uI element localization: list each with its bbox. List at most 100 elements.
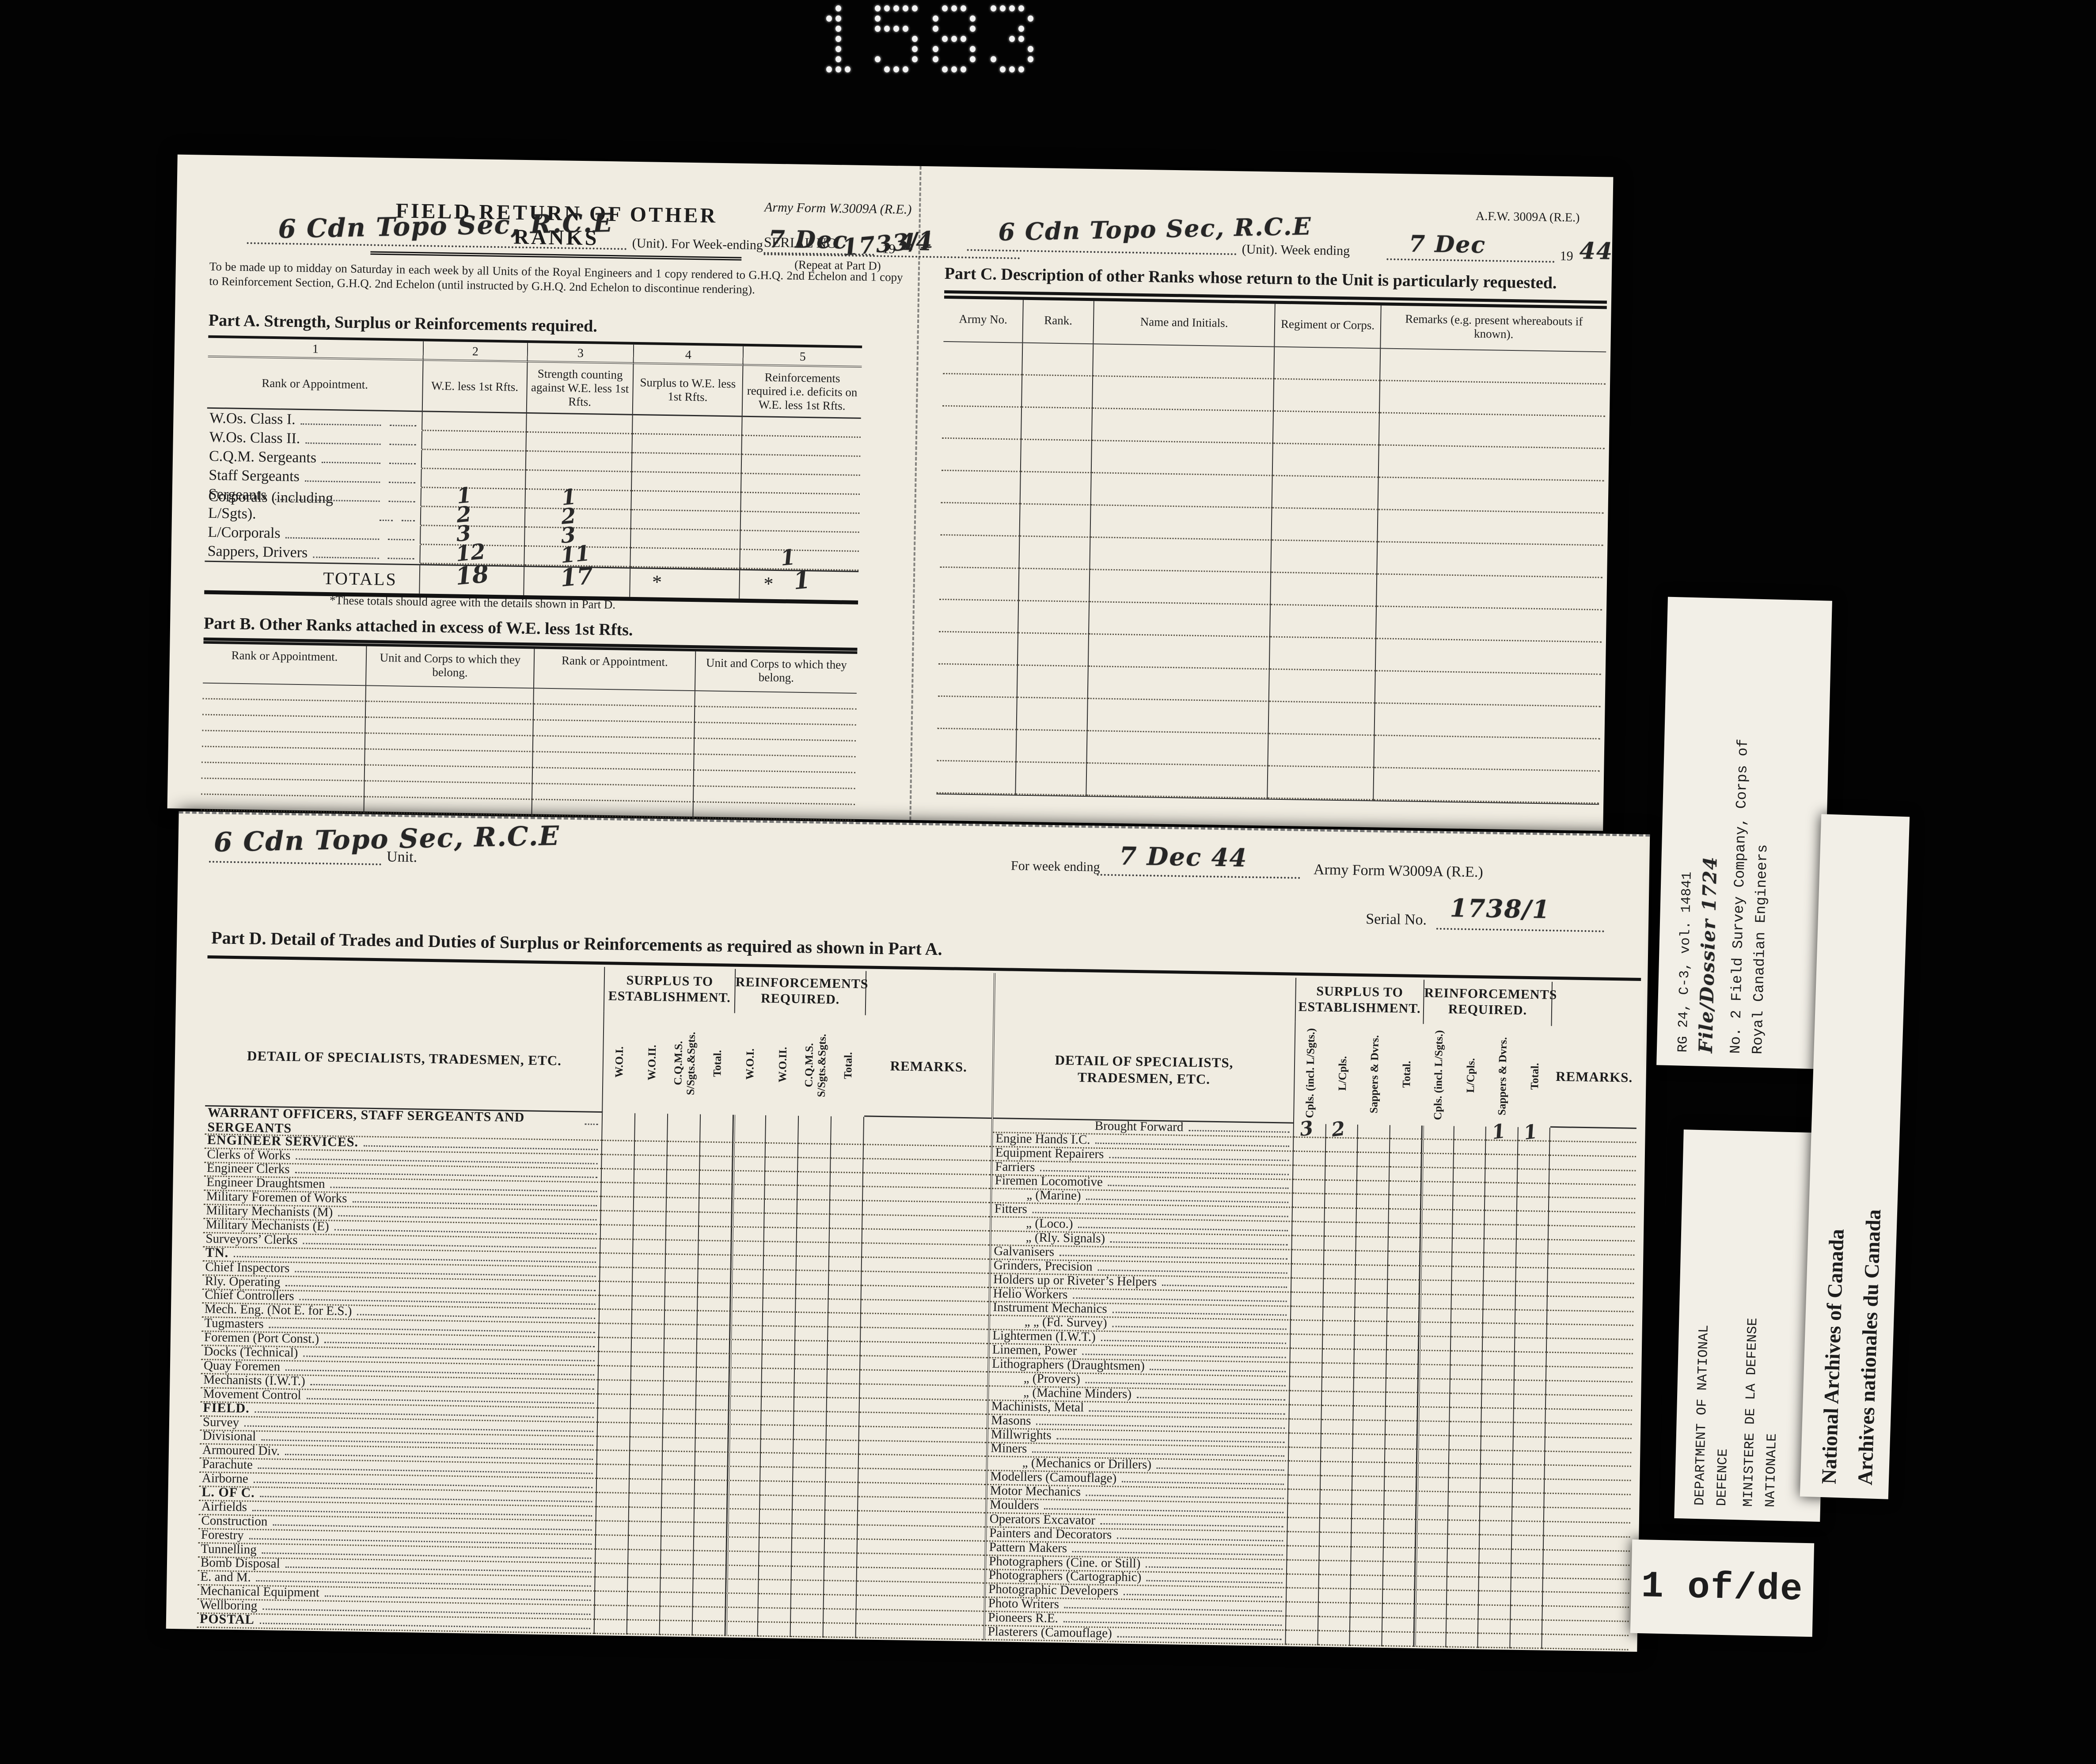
part-d-remarks-cell: [1544, 1522, 1630, 1538]
part-d-unit-label: Unit.: [386, 848, 418, 866]
right-group-rows: Brought Forward 3 2 1 1 Engine Hands I.C…: [985, 1117, 1638, 1650]
part-d-reinf-cell: [1421, 1167, 1454, 1182]
part-a-reinf-cell: [740, 512, 860, 533]
unit-name-line2: Royal Canadian Engineers: [1749, 844, 1771, 1055]
part-d-surplus-cell: [595, 1578, 628, 1593]
part-d-reinf-cell: [797, 1172, 831, 1187]
part-d-surplus-cell: [1324, 1223, 1357, 1238]
part-d-surplus-cell: [1351, 1533, 1384, 1548]
part-d-reinf-cell: [824, 1595, 857, 1610]
part-d-reinf-cell: [1515, 1324, 1547, 1339]
part-d-surplus-cell: [697, 1325, 730, 1340]
part-d-reinf-cell: [764, 1200, 798, 1215]
part-d-reinf-cell: [759, 1538, 793, 1553]
part-b-table: Rank or Appointment. Unit and Corps to w…: [201, 641, 858, 824]
part-d-surplus-cell: [1325, 1152, 1358, 1167]
part-d-surplus-cell: [1357, 1152, 1390, 1167]
part-d-surplus-cell: [599, 1324, 632, 1339]
part-c-empty-cell: [1268, 702, 1375, 736]
part-d-reinf-cell: [761, 1425, 794, 1440]
part-d-surplus-cell: [663, 1410, 696, 1425]
part-d-reinf-cell: [827, 1398, 860, 1413]
part-d-surplus-cell: [1384, 1463, 1417, 1478]
part-b-empty-cell: [366, 686, 534, 705]
part-d-surplus-cell: [1288, 1475, 1321, 1490]
part-d-remarks-cell: [861, 1314, 989, 1331]
part-d-surplus-cell: [1353, 1420, 1386, 1435]
part-a-strength-cell: [526, 433, 633, 453]
part-d-remarks-cell: [860, 1356, 988, 1372]
part-d-surplus-cell: [661, 1550, 694, 1566]
part-d-reinf-cell: [795, 1313, 829, 1328]
part-c-empty-cell: [1087, 699, 1269, 734]
part-d-surplus-cell: [634, 1212, 667, 1227]
part-d-reinf-cell: [1416, 1449, 1449, 1464]
part-d-reinf-cell: [1453, 1182, 1485, 1197]
part-d-surplus-cell: [692, 1621, 726, 1636]
part-d-reinf-cell: [791, 1581, 824, 1596]
part-d-surplus-cell: [1318, 1617, 1351, 1632]
part-d-surplus-cell: [664, 1381, 697, 1396]
part-d-surplus-cell: [694, 1523, 727, 1538]
part-d-surplus-cell: [600, 1267, 633, 1282]
part-d-surplus-cell: [665, 1283, 699, 1298]
part-d-surplus-cell: [697, 1353, 730, 1369]
part-d-reinf-cell: [1414, 1590, 1447, 1605]
part-d-surplus-cell: [1318, 1631, 1350, 1646]
part-d-serial-label: Serial No.: [1365, 911, 1427, 928]
part-d-surplus-cell: [596, 1521, 629, 1536]
part-c-empty-cell: [1269, 669, 1376, 704]
part-d-surplus-cell: [1291, 1321, 1323, 1336]
part-d-reinf-cell: [1484, 1253, 1516, 1268]
part-d-reinf-cell: [1449, 1408, 1482, 1423]
part-b-empty-cell: [533, 736, 695, 755]
part-d-surplus-cell: [1290, 1363, 1322, 1378]
part-d-reinf-cell: [1515, 1268, 1548, 1283]
part-d-reinf-cell: [831, 1144, 864, 1160]
part-d-reinf-cell: [796, 1256, 830, 1272]
part-d-surplus-cell: [1291, 1264, 1324, 1279]
part-d-reinf-cell: [1515, 1338, 1547, 1353]
part-d-remarks-cell: [1549, 1156, 1636, 1171]
part-d-surplus-cell: [627, 1606, 661, 1621]
part-d-surplus-cell: 3: [1294, 1117, 1326, 1141]
part-d-surplus-cell: [700, 1142, 733, 1157]
part-d-reinf-cell: [1452, 1224, 1485, 1239]
part-c-empty-cell: [1019, 536, 1091, 570]
part-d-remarks-cell: [861, 1286, 989, 1302]
part-c-empty-cell: [1016, 762, 1087, 796]
part-d-surplus-cell: [1356, 1209, 1389, 1224]
part-d-remarks-cell: [1545, 1395, 1633, 1411]
part-c-empty-cell: [1022, 375, 1094, 409]
part-c-empty-cell: [1270, 605, 1377, 639]
part-d-surplus-cell: [1322, 1363, 1355, 1378]
part-d-surplus-cell: [661, 1522, 695, 1537]
part-d-reinf-cell: [1451, 1309, 1484, 1324]
part-d-reinf-cell: [1511, 1536, 1544, 1551]
part-d-surplus-cell: [602, 1155, 635, 1170]
part-d-surplus-cell: [1383, 1519, 1416, 1534]
part-d-reinf-cell: [1447, 1521, 1480, 1536]
part-d-surplus-cell: [1323, 1279, 1356, 1294]
part-d-surplus-cell: [1287, 1574, 1319, 1589]
part-d-surplus-cell: [1350, 1618, 1382, 1633]
part-d-surplus-cell: [1382, 1632, 1414, 1647]
part-d-reinf-cell: [733, 1114, 767, 1144]
part-d-surplus-cell: [667, 1156, 700, 1171]
page-number-text: 1 of/de: [1640, 1565, 1804, 1611]
part-d-surplus-cell: [693, 1565, 727, 1580]
part-d-surplus-cell: [1319, 1547, 1352, 1562]
part-d-reinf-cell: [1419, 1323, 1451, 1338]
part-d-surplus-cell: [695, 1480, 728, 1495]
part-d-remarks-cell: [859, 1426, 987, 1443]
page-number-box: 1 of/de: [1630, 1539, 1815, 1637]
part-d-reinf-cell: [726, 1566, 759, 1581]
part-d-surplus-cell: [1357, 1138, 1390, 1153]
part-d-reinf-cell: [793, 1454, 827, 1469]
part-c-empty-cell: [1273, 379, 1381, 414]
part-d-reinf-cell: [1511, 1564, 1544, 1579]
part-a-reinf-cell: [741, 493, 860, 514]
part-d-reinf-cell: [829, 1257, 862, 1272]
part-a-surplus-cell: [632, 453, 742, 474]
part-d-surplus-cell: [599, 1310, 633, 1325]
